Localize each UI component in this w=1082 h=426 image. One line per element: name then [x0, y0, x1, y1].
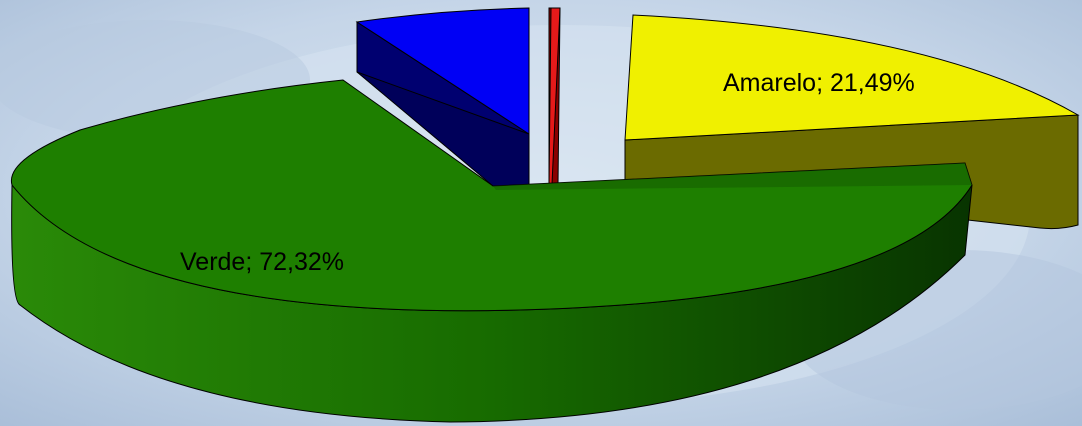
slice-verde: Verde; 72,32% — [10, 79, 973, 423]
slice-azul — [355, 7, 530, 187]
slice-vermelho — [548, 7, 561, 185]
label-amarelo: Amarelo; 21,49% — [723, 69, 915, 97]
label-verde: Verde; 72,32% — [180, 248, 344, 276]
